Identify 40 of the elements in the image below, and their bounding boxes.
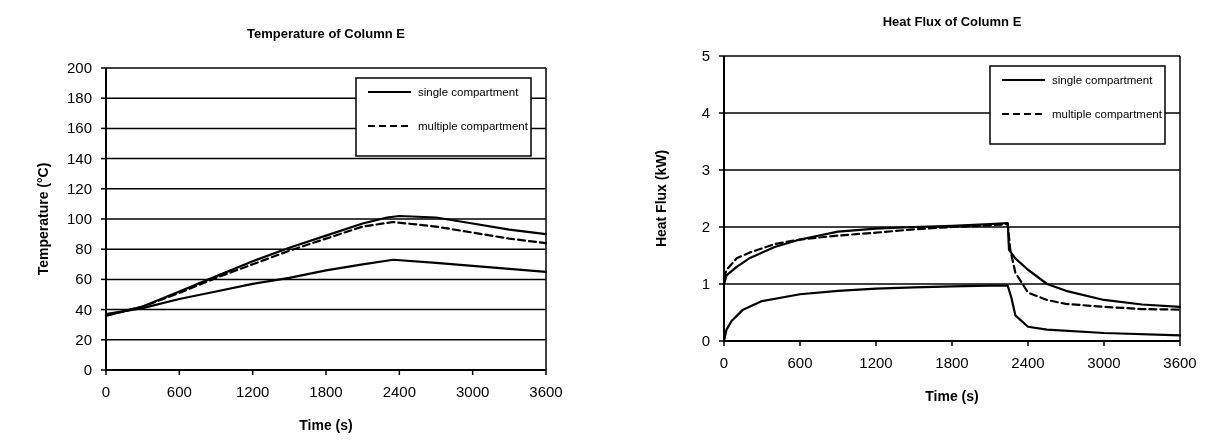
y-tick-label: 120 — [66, 179, 92, 197]
y-tick-label: 4 — [701, 104, 710, 121]
y-tick-label: 40 — [75, 300, 92, 318]
y-tick-label: 0 — [701, 332, 710, 349]
x-tick-label: 600 — [787, 354, 813, 371]
x-tick-label: 3600 — [529, 383, 563, 400]
y-axis-title: Temperature (°C) — [35, 162, 51, 276]
x-tick-label: 0 — [101, 383, 111, 400]
x-tick-label: 3600 — [1163, 354, 1197, 371]
x-tick-label: 2400 — [1011, 354, 1045, 371]
legend-label: multiple compartment — [418, 120, 529, 132]
y-tick-label: 1 — [701, 275, 710, 292]
y-tick-label: 5 — [701, 47, 710, 64]
x-tick-label: 1800 — [309, 383, 343, 400]
legend-label: single compartment — [1052, 74, 1154, 86]
y-tick-label: 180 — [66, 89, 92, 107]
x-tick-label: 1200 — [235, 383, 270, 400]
legend-label: single compartment — [418, 86, 520, 98]
y-tick-label: 60 — [75, 270, 92, 288]
y-tick-label: 140 — [66, 149, 92, 167]
x-tick-label: 1800 — [935, 354, 969, 371]
chart-title: Temperature of Column E — [247, 26, 406, 41]
x-axis-title: Time (s) — [299, 417, 353, 433]
y-tick-label: 200 — [66, 59, 92, 76]
y-tick-label: 20 — [75, 330, 92, 348]
y-tick-label: 80 — [75, 240, 92, 258]
y-tick-label: 160 — [66, 119, 92, 137]
x-tick-label: 3000 — [455, 383, 490, 400]
y-tick-label: 3 — [701, 161, 710, 178]
x-tick-label: 3000 — [1087, 354, 1121, 371]
x-tick-label: 0 — [719, 354, 729, 371]
legend-label: multiple compartment — [1052, 108, 1163, 120]
chart-title: Heat Flux of Column E — [882, 14, 1022, 29]
x-tick-label: 600 — [166, 383, 192, 400]
x-axis-title: Time (s) — [925, 388, 979, 404]
x-tick-label: 1200 — [859, 354, 893, 371]
y-axis-title: Heat Flux (kW) — [653, 149, 669, 248]
y-tick-label: 100 — [66, 210, 92, 227]
y-tick-label: 2 — [701, 218, 710, 235]
x-tick-label: 2400 — [382, 383, 417, 400]
